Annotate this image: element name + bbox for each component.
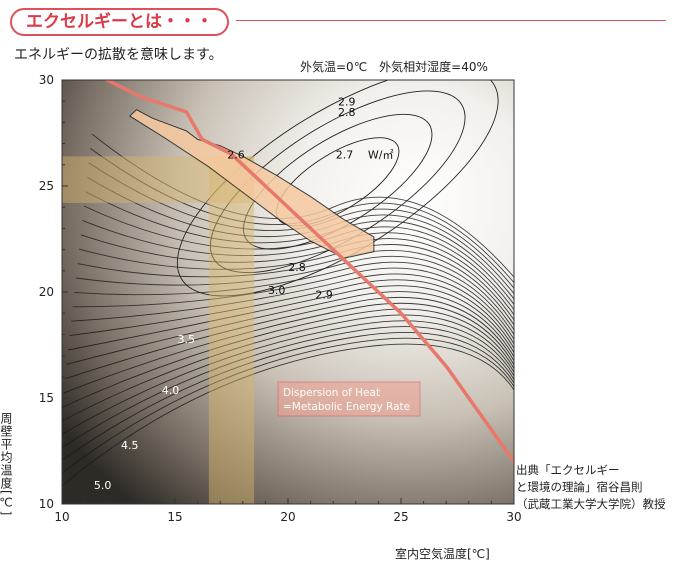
contour-line: [91, 133, 514, 278]
curve-label-line2: =Metabolic Energy Rate: [283, 401, 410, 413]
contour-value-label: 2.9: [315, 288, 333, 301]
source-citation: 出典「エクセルギー と環境の理論」宿谷昌則 （武蔵工業大学大学院）教授: [516, 462, 666, 513]
contour-value-label: 3.0: [268, 284, 286, 297]
source-line3: （武蔵工業大学大学院）教授: [516, 497, 666, 511]
contour-line: [62, 343, 514, 487]
metabolic-energy-curve: [105, 80, 514, 464]
contour-value-label: 2.8: [338, 106, 356, 119]
y-tick-label: 15: [39, 391, 54, 405]
minimum-exergy-region: [128, 109, 375, 259]
contour-loop: [209, 90, 466, 273]
contour-line: [64, 296, 514, 380]
subtitle: エネルギーの拡散を意味します。: [14, 47, 223, 63]
x-tick-label: 30: [506, 510, 521, 524]
curve-label-box: Dispersion of Heat =Metabolic Energy Rat…: [277, 381, 421, 417]
contour-loop: [243, 113, 433, 250]
source-line2: と環境の理論」宿谷昌則: [516, 480, 643, 494]
contour-line: [66, 291, 514, 365]
source-line1: 出典「エクセルギー: [516, 463, 620, 477]
title-underline: [236, 20, 666, 21]
y-tick-label: 20: [39, 285, 54, 299]
contour-value-label: 4.0: [162, 384, 180, 397]
contour-line: [62, 326, 514, 448]
contour-value-label: 2.9: [338, 95, 356, 108]
vertical-comfort-band: [208, 156, 255, 504]
contour-line: [69, 279, 514, 350]
page-title: エクセルギーとは・・・: [10, 8, 229, 36]
contour-value-label: 4.5: [121, 439, 139, 452]
y-axis-title: 周壁平均温度[℃]: [0, 412, 13, 516]
contour-line: [62, 320, 514, 435]
x-tick-label: 10: [54, 510, 69, 524]
plot-background: [62, 80, 514, 504]
curve-label-line1: Dispersion of Heat: [283, 387, 380, 399]
contour-line: [71, 273, 514, 345]
contour-line: [62, 314, 514, 422]
contour-line: [62, 308, 514, 408]
x-tick-label: 25: [393, 510, 408, 524]
contour-value-label: W/㎡: [368, 148, 394, 161]
outdoor-conditions: 外気温=0℃ 外気相対湿度=40%: [300, 60, 488, 74]
x-axis-title: 室内空気温度[℃]: [395, 546, 490, 561]
header: エクセルギーとは・・・: [0, 0, 685, 40]
contour-value-label: 2.8: [288, 261, 306, 274]
contour-line: [62, 337, 514, 474]
contour-line: [62, 332, 514, 461]
contour-value-label: 3.5: [178, 333, 196, 346]
y-tick-label: 25: [39, 179, 54, 193]
contour-line: [74, 261, 514, 336]
x-tick-label: 15: [167, 510, 182, 524]
contour-value-label: 2.7: [336, 148, 354, 161]
contour-value-label: 2.6: [227, 148, 245, 161]
contour-loop: [176, 80, 499, 297]
x-tick-label: 20: [280, 510, 295, 524]
y-tick-label: 10: [39, 497, 54, 511]
contour-line: [63, 302, 514, 394]
contour-line: [72, 267, 514, 341]
contour-line: [67, 285, 514, 354]
contour-value-label: 5.0: [94, 479, 112, 492]
y-tick-label: 30: [39, 73, 54, 87]
